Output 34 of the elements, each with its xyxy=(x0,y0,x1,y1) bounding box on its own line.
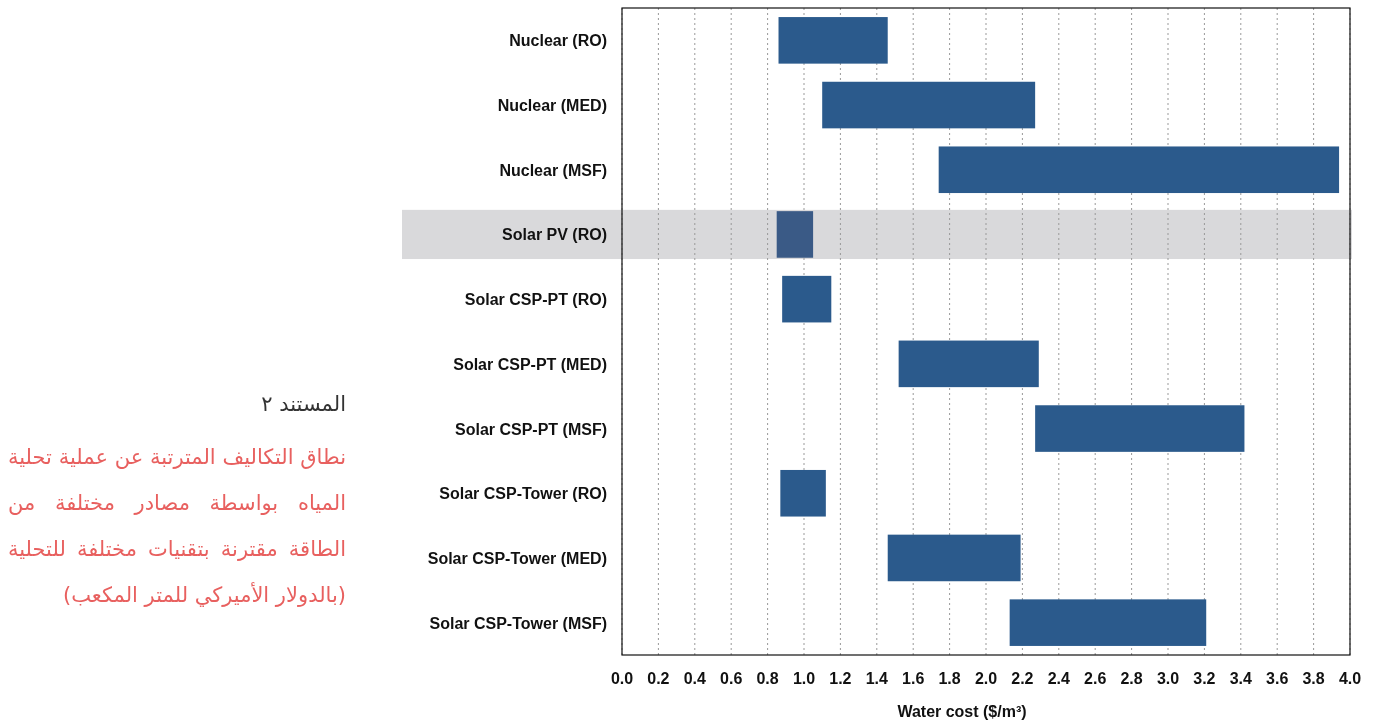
ytick: Solar CSP-PT (RO) xyxy=(464,291,607,309)
ytick: Solar CSP-Tower (RO) xyxy=(439,485,607,503)
ytick: Solar CSP-Tower (MSF) xyxy=(429,614,607,632)
xtick: 0.6 xyxy=(720,670,743,687)
xtick: 2.2 xyxy=(1011,670,1034,687)
xtick: 1.2 xyxy=(829,670,852,687)
ytick: Nuclear (RO) xyxy=(509,32,607,50)
xtick: 3.0 xyxy=(1156,670,1180,687)
ytick: Nuclear (MSF) xyxy=(499,161,607,179)
xtick: 0.8 xyxy=(756,670,779,687)
xtick: 3.2 xyxy=(1193,670,1216,687)
ytick: Solar PV (RO) xyxy=(502,226,607,244)
xtick: 4.0 xyxy=(1338,670,1362,687)
xtick: 2.0 xyxy=(974,670,998,687)
xtick: 3.6 xyxy=(1266,670,1289,687)
xtick: 0.4 xyxy=(683,670,706,687)
ytick: Solar CSP-PT (MSF) xyxy=(455,420,607,438)
xtick: 1.4 xyxy=(865,670,888,687)
xtick: 1.8 xyxy=(938,670,961,687)
xtick: 1.6 xyxy=(902,670,925,687)
xtick: 2.6 xyxy=(1084,670,1107,687)
xtick: 1.0 xyxy=(792,670,816,687)
xtick: 2.4 xyxy=(1047,670,1070,687)
xtick: 3.4 xyxy=(1229,670,1252,687)
text: نطاق التكاليف المترتبة عن عملية تحلية المياه بواسطة مصادر مختلفة من الطاقة مقترنة بتقنيات مختلفة للتحلية (بالدولار الأميركي للمتر المكعب) xyxy=(8,444,346,609)
xlabel: Water cost ($/m³) xyxy=(897,703,1027,720)
xtick: 0.2 xyxy=(647,670,670,687)
ytick: Nuclear (MED) xyxy=(497,97,607,115)
xtick: 2.8 xyxy=(1120,670,1143,687)
ytick: Solar CSP-Tower (MED) xyxy=(427,549,607,567)
xtick: 0.0 xyxy=(610,670,634,687)
xtick: 3.8 xyxy=(1302,670,1325,687)
text: المستند ٢ xyxy=(260,392,346,416)
ytick: Solar CSP-PT (MED) xyxy=(453,355,607,373)
